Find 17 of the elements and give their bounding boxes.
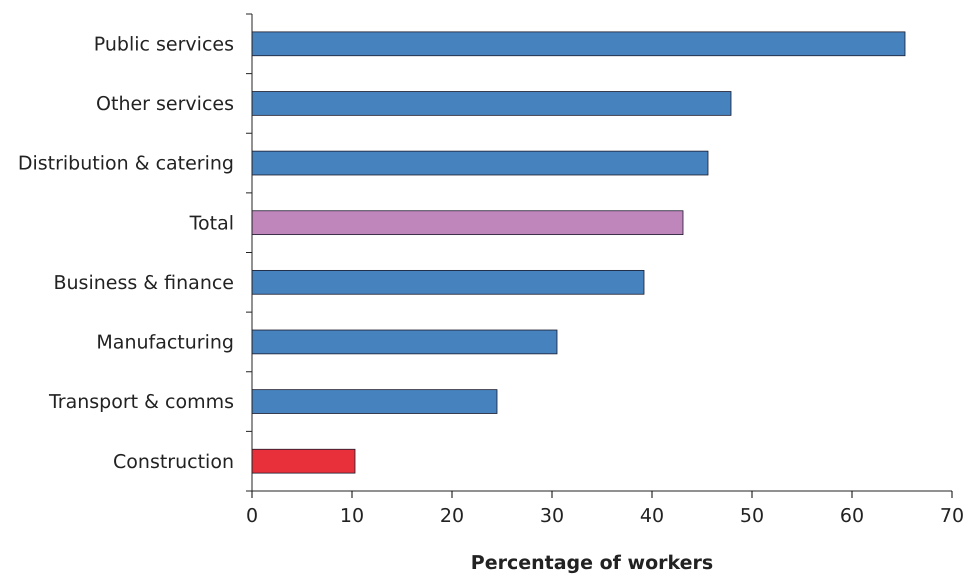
y-tick-label: Public services — [94, 33, 234, 56]
y-tick-label: Manufacturing — [96, 332, 234, 354]
y-tick-label: Transport & comms — [48, 391, 234, 414]
x-tick-label: 70 — [940, 504, 964, 527]
y-tick-label: Business & finance — [53, 272, 234, 294]
y-tick-label: Total — [188, 212, 234, 234]
x-tick-label: 0 — [246, 504, 258, 527]
y-tick-label: Construction — [113, 450, 234, 473]
x-tick-label: 10 — [340, 504, 364, 527]
y-tick-label: Distribution & catering — [18, 152, 234, 175]
x-tick-label: 40 — [640, 504, 664, 527]
x-tick-label: 60 — [840, 504, 864, 527]
x-tick-label: 30 — [540, 504, 564, 527]
x-axis-title: Percentage of workers — [470, 552, 714, 574]
y-tick-label: Other services — [96, 93, 234, 116]
x-tick-label: 20 — [440, 504, 464, 527]
x-tick-label: 50 — [740, 504, 764, 527]
